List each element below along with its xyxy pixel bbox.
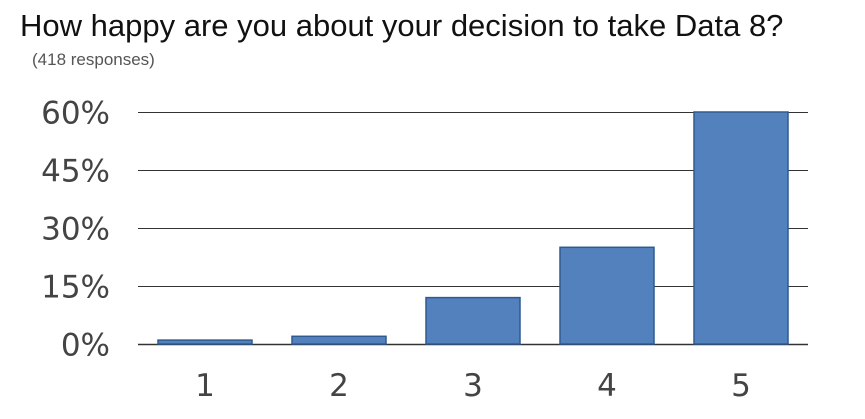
x-tick-label: 4 bbox=[597, 368, 617, 404]
x-tick-label: 2 bbox=[329, 368, 349, 404]
bars bbox=[157, 111, 789, 345]
x-axis-ticks: 1 2 3 4 5 bbox=[195, 368, 751, 404]
bar-2 bbox=[291, 335, 387, 345]
chart-subtitle: (418 responses) bbox=[32, 50, 155, 69]
x-tick-label: 1 bbox=[195, 368, 215, 404]
bar-4 bbox=[559, 246, 655, 345]
y-axis-ticks: 0% 15% 30% 45% 60% bbox=[41, 96, 110, 364]
y-tick-label: 45% bbox=[41, 154, 110, 190]
bar-3 bbox=[425, 296, 521, 345]
y-tick-label: 30% bbox=[41, 212, 110, 248]
y-tick-label: 15% bbox=[41, 270, 110, 306]
x-tick-label: 3 bbox=[463, 368, 483, 404]
y-tick-label: 0% bbox=[61, 328, 110, 364]
chart-title: How happy are you about your decision to… bbox=[20, 8, 784, 43]
bar-5 bbox=[693, 111, 789, 345]
x-tick-label: 5 bbox=[731, 368, 751, 404]
bar-1 bbox=[157, 339, 253, 345]
y-tick-label: 60% bbox=[41, 96, 110, 132]
